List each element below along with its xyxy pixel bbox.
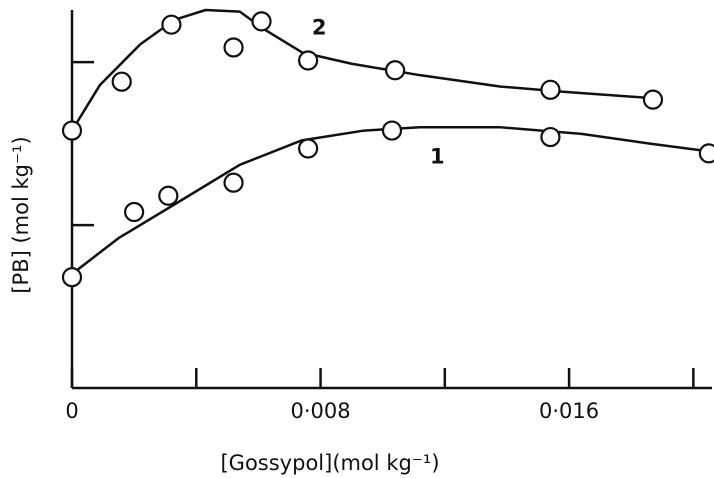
data-point xyxy=(251,11,272,32)
data-point xyxy=(158,185,179,206)
data-point xyxy=(385,60,406,81)
data-point xyxy=(223,172,244,193)
curve-label: 1 xyxy=(430,144,445,168)
data-point xyxy=(61,267,83,288)
data-point xyxy=(642,89,664,110)
curve-label: 2 xyxy=(312,15,327,39)
data-point xyxy=(698,143,714,164)
data-point xyxy=(223,37,244,58)
fit-curve xyxy=(71,126,713,275)
x-tick-label: 0 xyxy=(65,399,78,423)
data-point xyxy=(161,14,182,35)
data-point xyxy=(381,120,403,141)
data-point xyxy=(298,138,319,159)
y-axis-label: [PB] (mol kg⁻¹) xyxy=(9,136,33,293)
data-point xyxy=(540,79,561,100)
x-tick-label: 0·008 xyxy=(290,399,350,423)
fit-curve xyxy=(70,8,650,132)
data-point xyxy=(61,120,83,141)
data-point xyxy=(124,201,145,223)
data-point xyxy=(111,71,132,92)
x-tick-label: 0·016 xyxy=(539,399,599,423)
data-point xyxy=(540,126,561,148)
data-point xyxy=(298,50,319,71)
x-axis-label: [Gossypol](mol kg⁻¹) xyxy=(220,451,439,475)
